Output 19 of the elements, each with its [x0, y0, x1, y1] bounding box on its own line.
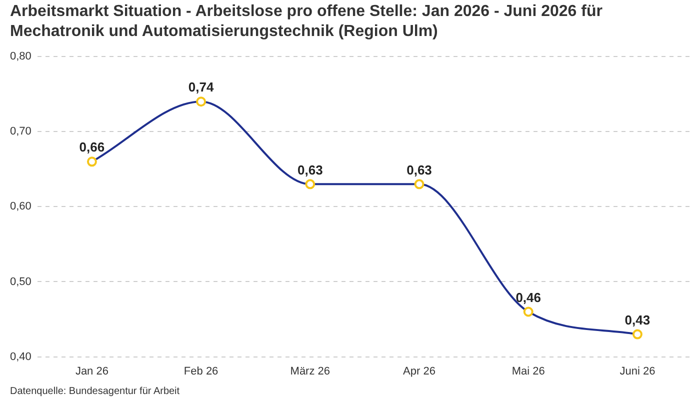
- y-tick-label: 0,70: [10, 126, 32, 138]
- y-tick-label: 0,60: [10, 200, 32, 213]
- data-label: 0,46: [516, 290, 542, 305]
- x-tick-label: Mai 26: [512, 365, 545, 378]
- x-tick-label: Feb 26: [184, 365, 218, 378]
- data-label: 0,43: [624, 312, 650, 328]
- chart-title: Arbeitsmarkt Situation - Arbeitslose pro offene Stelle: Jan 2026 - Juni 2026 für Mechatronik und Automatisierungstechnik (Region Ulm): [10, 2, 604, 42]
- x-tick-label: Juni 26: [620, 365, 656, 378]
- data-label: 0,63: [298, 162, 323, 178]
- data-label: 0,63: [406, 162, 432, 178]
- x-tick-label: Jan 26: [75, 365, 108, 378]
- data-label: 0,74: [188, 80, 214, 95]
- text: Datenquelle: Bundesagentur für Arbeit: [10, 386, 180, 397]
- x-tick-label: Apr 26: [403, 365, 436, 378]
- y-tick-label: 0,80: [10, 50, 32, 63]
- y-tick-label: 0,40: [10, 350, 32, 363]
- y-tick-label: 0,50: [10, 276, 32, 288]
- x-tick-label: März 26: [290, 365, 330, 378]
- data-label: 0,66: [79, 140, 105, 155]
